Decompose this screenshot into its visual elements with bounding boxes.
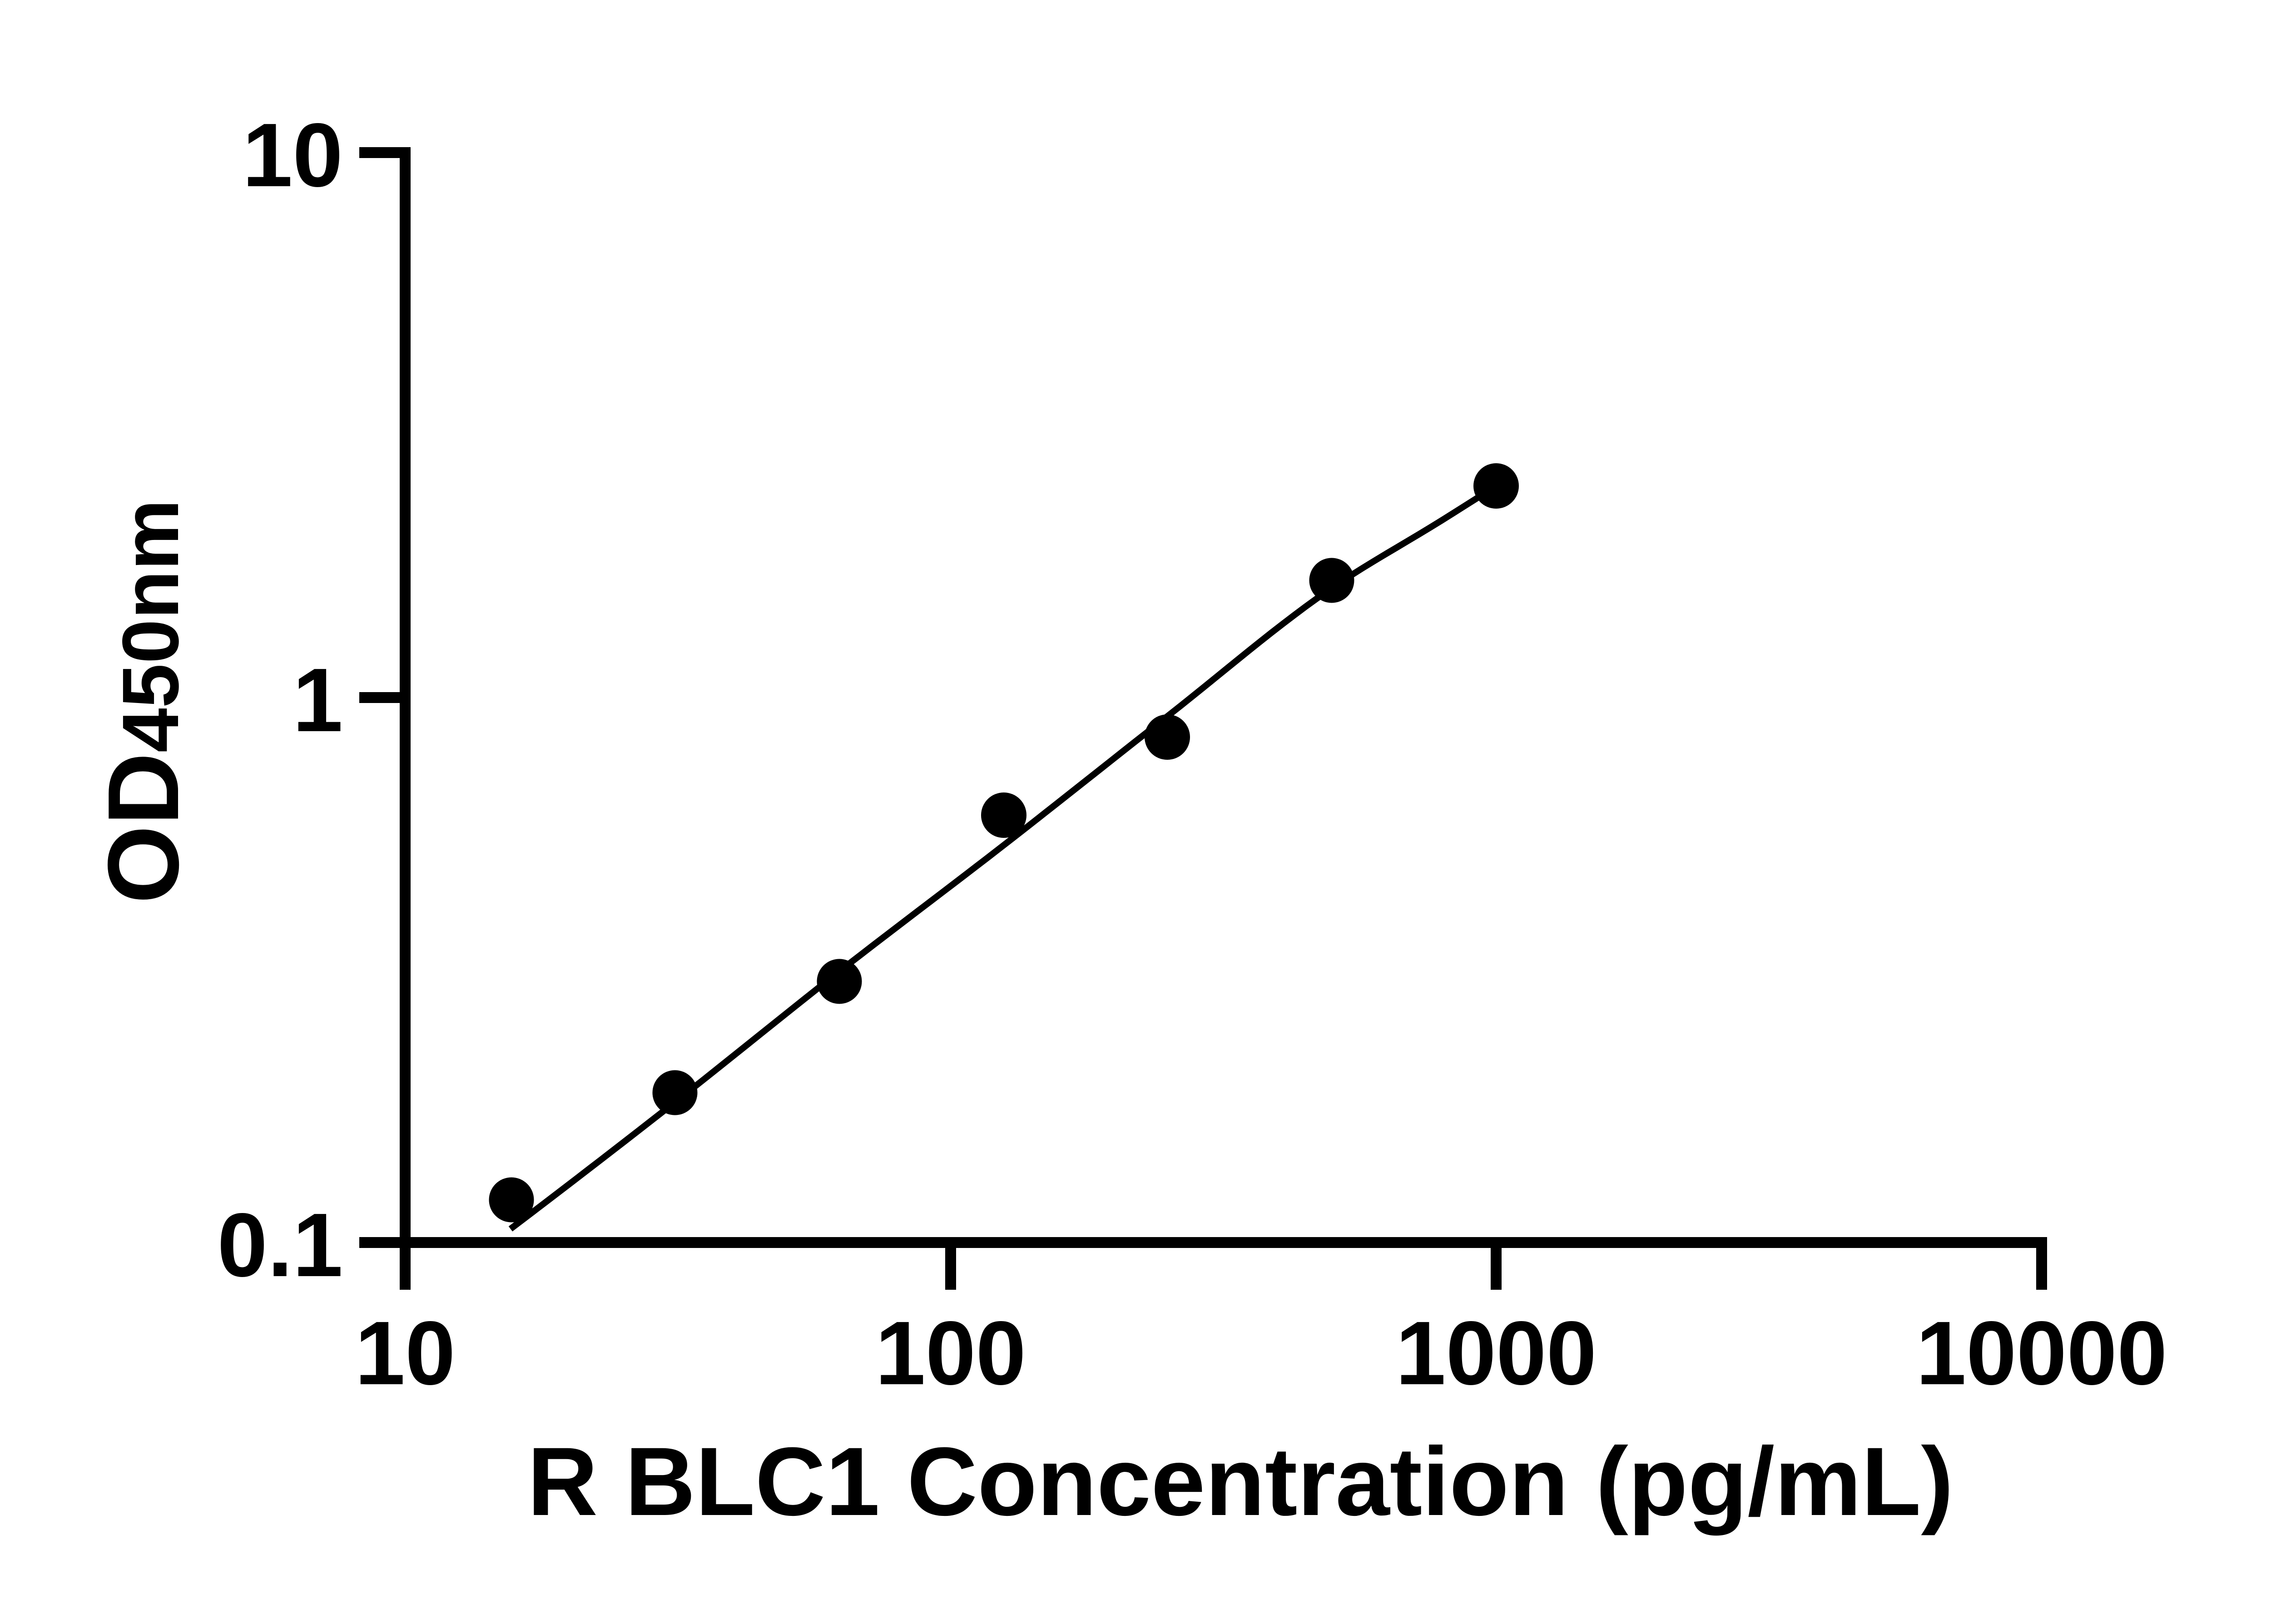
svg-text:10000: 10000 bbox=[1916, 1303, 2167, 1404]
svg-text:100: 100 bbox=[875, 1303, 1026, 1404]
svg-text:10: 10 bbox=[243, 105, 343, 206]
svg-text:R BLC1 Concentration (pg/mL): R BLC1 Concentration (pg/mL) bbox=[527, 1427, 1954, 1536]
svg-text:0.1: 0.1 bbox=[217, 1195, 343, 1296]
svg-text:1: 1 bbox=[293, 650, 343, 751]
svg-text:1000: 1000 bbox=[1396, 1303, 1597, 1404]
svg-text:OD450nm: OD450nm bbox=[87, 499, 200, 904]
svg-text:10: 10 bbox=[355, 1303, 455, 1404]
